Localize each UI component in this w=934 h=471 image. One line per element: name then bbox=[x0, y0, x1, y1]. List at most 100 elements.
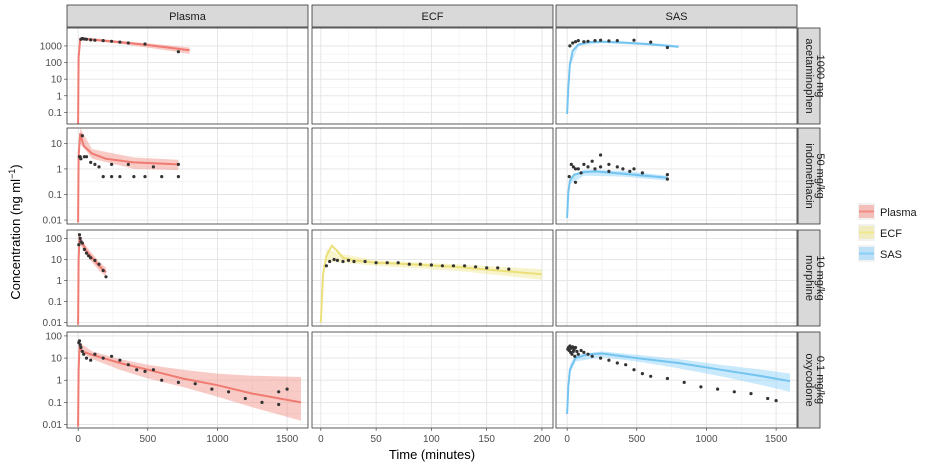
observed-point bbox=[607, 169, 611, 173]
y-tick-label: 0.1 bbox=[48, 190, 62, 201]
row-strip-drug-label: indomethacin bbox=[803, 143, 815, 208]
prediction-band-plasma bbox=[79, 342, 301, 421]
panel-border bbox=[66, 27, 309, 125]
observed-point bbox=[716, 387, 720, 391]
observed-point bbox=[582, 162, 586, 166]
panel-background-morphine-ecf bbox=[312, 230, 553, 326]
observed-point bbox=[632, 38, 636, 42]
y-tick-label: 10 bbox=[51, 255, 63, 266]
panel-border bbox=[311, 127, 554, 225]
observed-point bbox=[615, 361, 619, 365]
row-strip-indomethacin bbox=[797, 127, 821, 225]
observed-point bbox=[732, 390, 736, 394]
observed-point bbox=[110, 39, 114, 43]
x-tick-label: 1500 bbox=[276, 434, 299, 445]
median-line-plasma bbox=[77, 132, 179, 223]
observed-point bbox=[80, 349, 84, 353]
observed-point bbox=[607, 358, 611, 362]
observed-point bbox=[474, 265, 478, 269]
observed-point bbox=[260, 400, 264, 404]
observed-point bbox=[118, 175, 122, 179]
observed-point bbox=[579, 171, 583, 175]
observed-point bbox=[335, 258, 339, 262]
observed-point bbox=[567, 175, 571, 179]
observed-point bbox=[628, 169, 632, 173]
observed-point bbox=[586, 39, 590, 43]
observed-point bbox=[176, 50, 180, 54]
panel-background-indomethacin-ecf bbox=[312, 128, 553, 224]
y-tick-label: 0.1 bbox=[48, 108, 62, 119]
observed-point bbox=[324, 264, 328, 268]
panel-border bbox=[555, 127, 798, 225]
y-tick-label: 0.1 bbox=[48, 398, 62, 409]
panel-background-indomethacin-sas bbox=[556, 128, 797, 224]
observed-point bbox=[766, 396, 770, 401]
y-tick-label: 0.1 bbox=[48, 297, 62, 308]
observed-point bbox=[110, 175, 114, 179]
x-tick-label: 500 bbox=[139, 434, 156, 445]
observed-point bbox=[132, 175, 136, 179]
observed-point bbox=[621, 167, 625, 171]
observed-point bbox=[576, 167, 580, 171]
observed-point bbox=[599, 153, 603, 157]
observed-point bbox=[84, 155, 89, 159]
observed-point bbox=[599, 38, 603, 42]
observed-point bbox=[135, 368, 139, 372]
y-axis-title-superscript: −1 bbox=[7, 169, 17, 179]
observed-point bbox=[418, 262, 422, 266]
panel-oxycodone-sas bbox=[556, 332, 797, 428]
row-strip-dose-label: 10 mg/kg bbox=[814, 255, 826, 300]
x-tick-label: 100 bbox=[423, 434, 440, 445]
median-line-sas bbox=[566, 40, 679, 115]
observed-point bbox=[101, 39, 105, 43]
observed-point bbox=[93, 258, 97, 262]
observed-point bbox=[78, 236, 82, 240]
observed-point bbox=[665, 177, 670, 181]
y-axis-title-text: Concentration (ng ml bbox=[8, 179, 23, 300]
panel-morphine-ecf bbox=[312, 230, 553, 326]
panel-acetaminophen-plasma bbox=[67, 28, 308, 124]
observed-point bbox=[89, 38, 93, 42]
panel-border bbox=[311, 331, 554, 429]
facet-strip-label-sas: SAS bbox=[665, 11, 687, 23]
observed-point bbox=[118, 40, 122, 44]
panel-border bbox=[555, 27, 798, 125]
panel-border bbox=[66, 229, 309, 327]
observed-point bbox=[341, 259, 345, 264]
y-tick-label: 10 bbox=[51, 139, 63, 150]
row-strip-drug-label: morphine bbox=[803, 255, 815, 301]
observed-point bbox=[576, 39, 580, 43]
observed-point bbox=[573, 354, 577, 358]
y-tick-label: 0.01 bbox=[43, 216, 63, 227]
row-strip-drug-label: acetaminophen bbox=[803, 38, 815, 113]
panel-indomethacin-sas bbox=[556, 128, 797, 224]
observed-point bbox=[615, 165, 619, 169]
facet-strip-label-plasma: Plasma bbox=[169, 11, 207, 23]
observed-point bbox=[143, 42, 147, 46]
observed-point bbox=[176, 175, 180, 179]
observed-point bbox=[160, 175, 164, 179]
observed-point bbox=[143, 175, 147, 179]
y-tick-label: 10 bbox=[51, 75, 63, 86]
observed-point bbox=[285, 387, 289, 391]
panel-indomethacin-plasma bbox=[67, 128, 308, 224]
panel-oxycodone-plasma bbox=[67, 332, 308, 428]
panel-acetaminophen-sas bbox=[556, 28, 797, 124]
observed-point bbox=[699, 385, 703, 389]
facet-strip-plasma bbox=[66, 4, 309, 28]
observed-point bbox=[79, 345, 83, 350]
x-tick-label: 0 bbox=[75, 434, 81, 445]
observed-point bbox=[624, 363, 628, 367]
observed-point bbox=[607, 162, 611, 166]
observed-point bbox=[82, 247, 86, 251]
observed-point bbox=[569, 162, 573, 166]
observed-point bbox=[571, 345, 575, 349]
observed-point bbox=[277, 390, 281, 394]
observed-point bbox=[571, 41, 575, 45]
y-tick-label: 1000 bbox=[40, 41, 63, 52]
observed-point bbox=[593, 167, 597, 171]
observed-point bbox=[396, 261, 400, 265]
observed-point bbox=[568, 44, 572, 48]
observed-point bbox=[227, 390, 231, 394]
observed-point bbox=[599, 356, 603, 360]
